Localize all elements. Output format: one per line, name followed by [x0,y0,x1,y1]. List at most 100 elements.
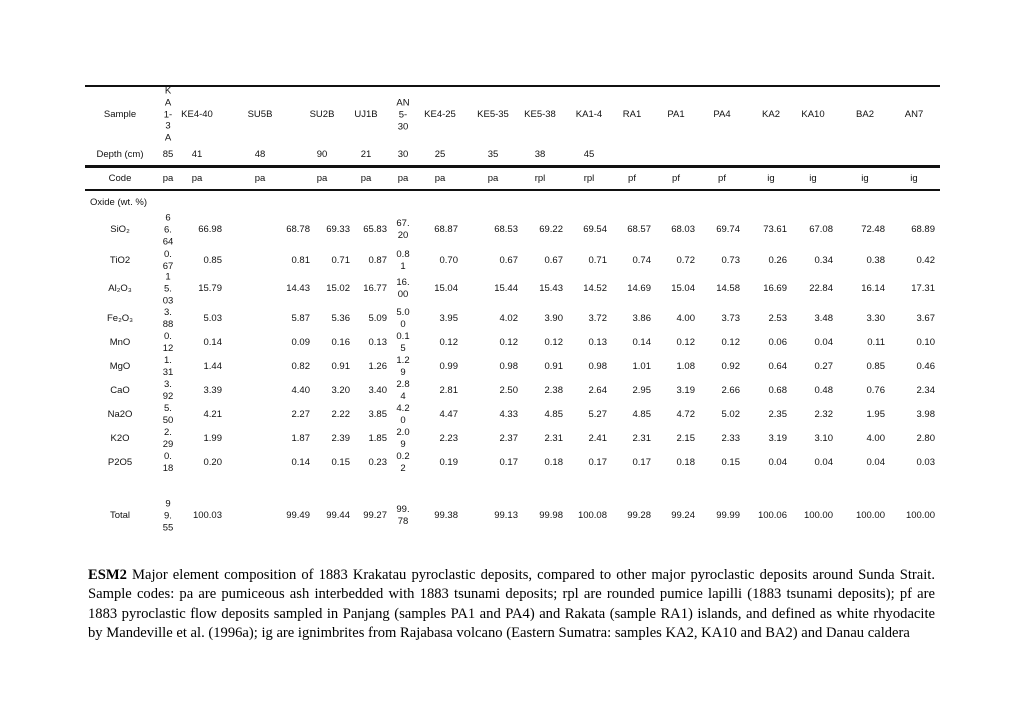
value-cell: 0.99 [439,361,459,373]
value-cell: 3.19 [768,433,788,445]
value-cell: 0.20 [203,457,223,469]
value-cell: 2.33 [721,433,741,445]
sample-header: KE5-38 [524,109,556,121]
value-cell: 0.04 [866,457,886,469]
code-cell: pa [162,173,174,185]
value-cell: 0.12 [439,337,459,349]
value-cell: 0.15 [721,457,741,469]
value-cell: 0.92 [721,361,741,373]
value-cell: 0.17 [588,457,608,469]
value-cell: 0.12 [499,337,519,349]
sample-header: SU2B [309,109,335,121]
value-cell: 0.81 [291,255,311,267]
value-cell: 99.99 [716,510,740,522]
code-cell: pa [316,173,328,185]
value-cell: 3.90 [544,313,564,325]
value-cell: 0.16 [331,337,351,349]
value-cell: 0.73 [721,255,741,267]
value-cell: 1.85 [368,433,388,445]
code-cell: rpl [583,173,595,185]
value-cell: 0.10 [916,337,936,349]
value-cell: 0. 67 [162,249,174,272]
value-cell: 0.67 [544,255,564,267]
oxide-row-label: SiO₂ [110,224,130,236]
depth-header-label: Depth (cm) [96,149,144,161]
value-cell: 3.39 [203,385,223,397]
value-cell: 68.89 [911,224,935,236]
composition-table: Sample Depth (cm) Code Oxide (wt. %) K A… [85,85,940,533]
value-cell: 0.98 [499,361,519,373]
value-cell: 65.83 [363,224,387,236]
value-cell: 0.38 [866,255,886,267]
value-cell: 3.67 [916,313,936,325]
value-cell: 100.03 [192,510,222,522]
value-cell: 0.87 [368,255,388,267]
sample-header: RA1 [622,109,642,121]
sample-header: PA4 [713,109,731,121]
oxide-row-label: Fe₂O₃ [106,313,134,325]
code-cell: pf [672,173,680,185]
value-cell: 0.26 [768,255,788,267]
value-cell: 2.50 [499,385,519,397]
value-cell: 1.2 9 [396,355,410,378]
value-cell: 0.68 [768,385,788,397]
value-cell: 67. 20 [396,218,410,241]
code-cell: pa [191,173,203,185]
value-cell: 0.34 [814,255,834,267]
value-cell: 14.58 [716,283,740,295]
depth-cell: 38 [534,149,546,161]
value-cell: 3.98 [916,409,936,421]
value-cell: 2.37 [499,433,519,445]
value-cell: 0.14 [632,337,652,349]
code-cell: ig [861,173,869,185]
value-cell: 4.72 [676,409,696,421]
value-cell: 9 9. 55 [162,498,174,533]
sample-header-label: Sample [103,109,137,121]
value-cell: 0.82 [291,361,311,373]
value-cell: 4.02 [499,313,519,325]
value-cell: 2.31 [544,433,564,445]
value-cell: 4.00 [866,433,886,445]
value-cell: 2.41 [588,433,608,445]
value-cell: 3.40 [368,385,388,397]
value-cell: 0.12 [721,337,741,349]
value-cell: 100.00 [855,510,885,522]
value-cell: 0.64 [768,361,788,373]
value-cell: 2.15 [676,433,696,445]
value-cell: 5.27 [588,409,608,421]
value-cell: 0.14 [291,457,311,469]
sample-header: PA1 [667,109,685,121]
value-cell: 15.44 [494,283,518,295]
oxide-row-label: Total [109,510,131,522]
value-cell: 67.08 [809,224,833,236]
value-cell: 3.73 [721,313,741,325]
sample-header: AN7 [904,109,924,121]
value-cell: 100.00 [803,510,833,522]
value-cell: 16.14 [861,283,885,295]
value-cell: 1.87 [291,433,311,445]
value-cell: 0.03 [916,457,936,469]
value-cell: 99.13 [494,510,518,522]
value-cell: 99. 78 [396,504,410,527]
value-cell: 4.2 0 [396,403,410,426]
oxide-row-label: MnO [109,337,131,349]
oxide-row-label: CaO [110,385,130,397]
sample-header: KA2 [762,109,780,121]
value-cell: 5.03 [203,313,223,325]
value-cell: 1.01 [632,361,652,373]
value-cell: 0.04 [768,457,788,469]
oxide-section-label: Oxide (wt. %) [90,197,148,209]
value-cell: 0.48 [814,385,834,397]
sample-header: BA2 [856,109,874,121]
value-cell: 1.44 [203,361,223,373]
value-cell: 69.54 [583,224,607,236]
sample-header: KE4-40 [181,109,213,121]
value-cell: 0.23 [368,457,388,469]
value-cell: 0.42 [916,255,936,267]
depth-cell: 30 [397,149,409,161]
value-cell: 14.52 [583,283,607,295]
value-cell: 16. 00 [396,277,410,300]
value-cell: 0.17 [499,457,519,469]
value-cell: 3.48 [814,313,834,325]
value-cell: 5. 50 [162,403,174,426]
